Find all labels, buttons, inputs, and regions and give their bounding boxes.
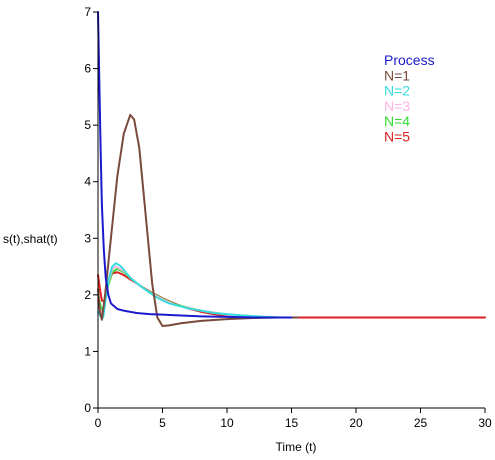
y-tick-label: 6 — [84, 62, 91, 76]
series-line-n-2 — [97, 262, 287, 319]
y-tick-label: 1 — [84, 344, 91, 358]
x-tick-label: 0 — [95, 416, 102, 430]
y-tick-label: 7 — [84, 5, 91, 19]
x-tick-label: 30 — [478, 416, 492, 430]
legend-entry: N=1 — [384, 67, 410, 83]
y-tick-label: 3 — [84, 231, 91, 245]
x-tick-label: 10 — [220, 416, 234, 430]
legend-entry: N=2 — [384, 83, 410, 99]
y-tick-label: 0 — [84, 401, 91, 415]
y-tick-label: 5 — [84, 118, 91, 132]
series-layer — [97, 11, 486, 327]
legend-entry: N=4 — [384, 113, 410, 129]
axes-layer: 0 5 10 15 20 25 30 0 1 2 3 4 5 6 7 — [84, 5, 492, 430]
series-line-process — [97, 11, 293, 319]
x-tick-label: 5 — [159, 416, 166, 430]
legend-entry: Process — [384, 52, 435, 68]
x-axis-label: Time (t) — [276, 440, 317, 454]
legend-entry: N=3 — [384, 98, 410, 114]
x-tick-label: 20 — [349, 416, 363, 430]
y-tick-label: 2 — [84, 288, 91, 302]
y-axis-label: s(t),shat(t) — [3, 232, 58, 246]
series-line-n-1 — [97, 113, 299, 327]
x-tick-label: 25 — [414, 416, 428, 430]
legend-entry: N=5 — [384, 129, 410, 145]
y-tick-label: 4 — [84, 175, 91, 189]
x-tick-label: 15 — [285, 416, 299, 430]
